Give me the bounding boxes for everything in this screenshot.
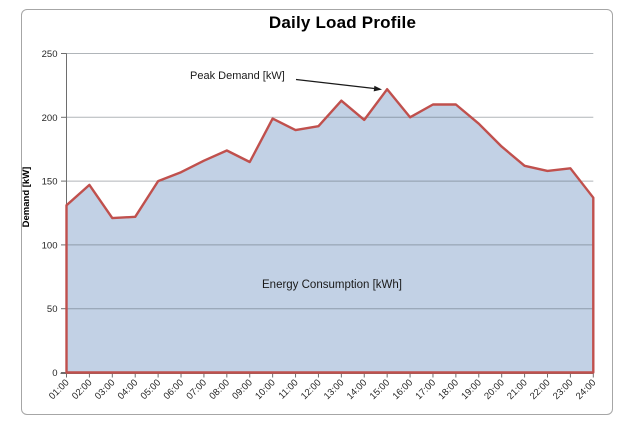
x-tick-label: 01:00: [47, 377, 72, 402]
x-tick-label: 12:00: [299, 377, 324, 402]
x-tick-label: 21:00: [505, 377, 530, 402]
x-tick-label: 04:00: [116, 377, 141, 402]
y-tick-label: 0: [52, 368, 57, 379]
x-tick-label: 07:00: [184, 377, 209, 402]
x-tick-label: 11:00: [277, 377, 301, 401]
x-tick-label: 23:00: [551, 377, 576, 402]
demand-series-line: [65, 87, 595, 374]
y-axis-title: Demand [kW]: [21, 166, 32, 228]
x-tick-label: 20:00: [482, 377, 507, 402]
x-tick-label: 19:00: [459, 377, 484, 402]
x-tick-label: 18:00: [436, 377, 461, 402]
x-tick-label: 13:00: [322, 377, 347, 402]
x-tick-label: 22:00: [528, 377, 553, 402]
y-tick-label: 50: [47, 304, 58, 315]
x-tick-label: 24:00: [574, 377, 599, 402]
y-tick-label: 200: [42, 113, 58, 124]
annotation-arrow-icon: [295, 78, 382, 92]
demand-area-fill: [66, 89, 594, 373]
y-tick-label: 100: [42, 240, 58, 251]
x-tick-label: 17:00: [413, 377, 438, 402]
chart-title: Daily Load Profile: [268, 13, 417, 32]
x-tick-label: 16:00: [391, 377, 416, 402]
x-tick-label: 06:00: [162, 377, 187, 402]
x-tick-label: 15:00: [368, 377, 393, 402]
peak-demand-annotation: Peak Demand [kW]: [190, 70, 285, 82]
x-tick-label: 08:00: [207, 377, 232, 402]
y-tick-label: 250: [42, 49, 58, 60]
x-tick-label: 10:00: [253, 377, 278, 402]
y-tick-label: 150: [42, 177, 58, 188]
energy-consumption-label: Energy Consumption [kWh]: [262, 279, 402, 291]
x-tick-label: 14:00: [345, 377, 370, 402]
x-tick-label: 03:00: [93, 377, 118, 402]
x-tick-label: 02:00: [70, 377, 95, 402]
x-tick-label: 05:00: [139, 377, 164, 402]
x-tick-label: 09:00: [230, 377, 255, 402]
